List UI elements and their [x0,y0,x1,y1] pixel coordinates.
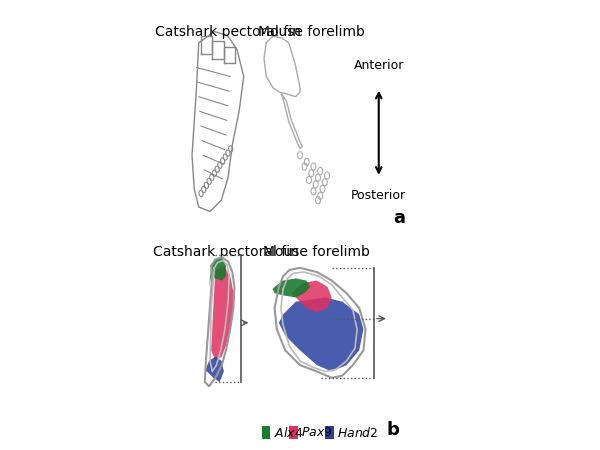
Text: $\it{Alx4}$: $\it{Alx4}$ [274,426,303,440]
Text: Mouse forelimb: Mouse forelimb [263,245,370,259]
Text: Anterior: Anterior [353,59,404,72]
Text: Catshark pectoral fin: Catshark pectoral fin [155,25,301,39]
Polygon shape [272,279,311,297]
Text: b: b [386,421,400,439]
Text: $\it{Pax9}$: $\it{Pax9}$ [301,426,332,439]
Polygon shape [209,257,226,287]
FancyBboxPatch shape [262,427,271,439]
Text: $\it{Hand2}$: $\it{Hand2}$ [337,426,379,440]
Polygon shape [292,280,332,312]
Text: Posterior: Posterior [351,189,406,202]
FancyBboxPatch shape [289,427,298,439]
Text: a: a [394,209,406,227]
Polygon shape [205,357,224,382]
FancyBboxPatch shape [325,427,334,439]
Polygon shape [211,266,235,361]
Text: Catshark pectoral fin: Catshark pectoral fin [153,245,299,259]
Text: Mouse forelimb: Mouse forelimb [258,25,365,39]
Polygon shape [279,297,364,372]
